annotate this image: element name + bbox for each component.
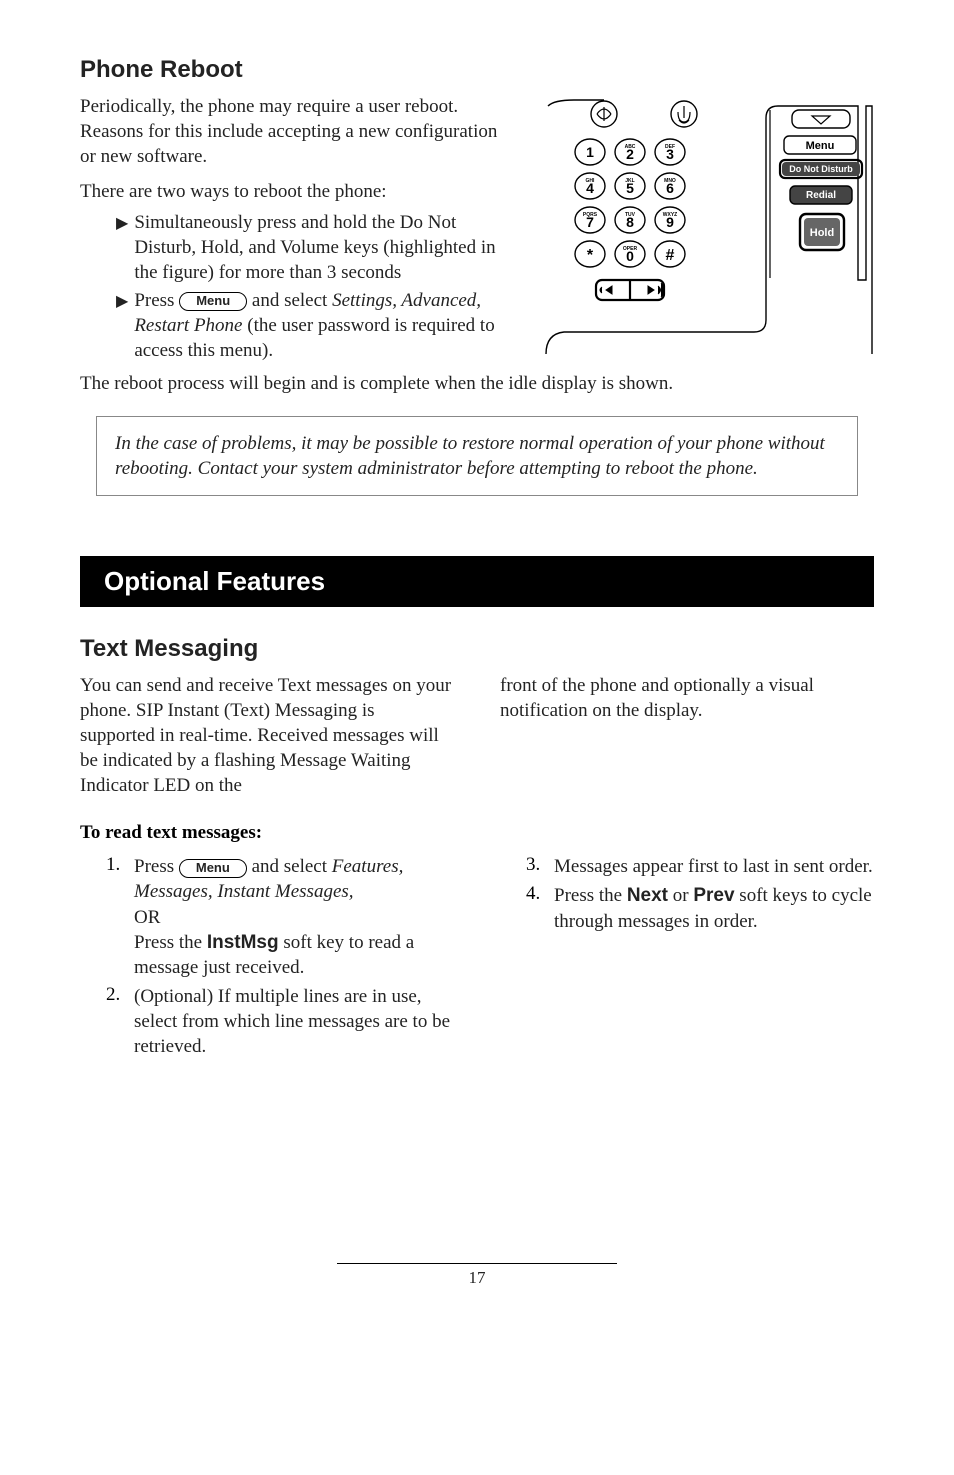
footer-rule: [337, 1263, 617, 1264]
optional-features-banner: Optional Features: [80, 556, 874, 607]
triangle-icon: ▶: [116, 290, 128, 314]
key-2[interactable]: 2: [626, 146, 634, 162]
key-4[interactable]: 4: [586, 180, 594, 196]
menu-button-inline-2[interactable]: Menu: [179, 859, 247, 878]
top-left-column: Periodically, the phone may require a us…: [80, 94, 516, 365]
b2-a: Press: [134, 290, 179, 311]
phone-dnd-button-label: Do Not Disturb: [789, 164, 853, 174]
reboot-p3: The reboot process will begin and is com…: [80, 371, 874, 396]
to-read-heading: To read text messages:: [80, 822, 874, 844]
page-footer: 17: [80, 1263, 874, 1288]
key-9[interactable]: 9: [666, 214, 674, 230]
key-7[interactable]: 7: [586, 214, 594, 230]
reboot-bullet-2-text: Press Menu and select Settings, Advanced…: [134, 288, 516, 363]
step-2: 2. (Optional) If multiple lines are in u…: [106, 984, 454, 1059]
read-steps-list-left: 1. Press Menu and select Features, Messa…: [106, 854, 454, 1059]
phone-reboot-heading: Phone Reboot: [80, 56, 874, 84]
prev-softkey[interactable]: Prev: [693, 885, 734, 906]
page: Phone Reboot Periodically, the phone may…: [0, 0, 954, 1328]
key-hash[interactable]: #: [666, 247, 675, 264]
step-4: 4. Press the Next or Prev soft keys to c…: [526, 883, 874, 933]
reboot-note-box: In the case of problems, it may be possi…: [96, 416, 858, 496]
phone-diagram: 1 ABC 2 DEF 3 GHI 4 JKL 5 MNO 6: [544, 94, 874, 364]
reboot-bullet-1-text: Simultaneously press and hold the Do Not…: [134, 210, 516, 285]
s1-or: OR: [134, 907, 160, 928]
reboot-bullet-2: ▶ Press Menu and select Settings, Advanc…: [116, 288, 516, 363]
reboot-bullet-list: ▶ Simultaneously press and hold the Do N…: [116, 210, 516, 362]
step-3-text: Messages appear first to last in sent or…: [554, 854, 873, 879]
key-5[interactable]: 5: [626, 180, 634, 196]
step-2-num: 2.: [106, 984, 124, 1006]
phone-redial-button[interactable]: Redial: [806, 190, 836, 201]
reboot-intro-p1: Periodically, the phone may require a us…: [80, 94, 516, 169]
step-1-num: 1.: [106, 854, 124, 876]
messaging-right-p: front of the phone and optionally a visu…: [500, 673, 874, 723]
step-3-num: 3.: [526, 854, 544, 876]
messaging-right-col: front of the phone and optionally a visu…: [500, 673, 874, 723]
b2-b: and select: [252, 290, 332, 311]
s1-b: and select: [252, 856, 332, 877]
messaging-left-col: You can send and receive Text messages o…: [80, 673, 454, 798]
read-steps-left: 1. Press Menu and select Features, Messa…: [80, 854, 454, 1063]
key-1[interactable]: 1: [586, 144, 594, 160]
key-6[interactable]: 6: [666, 180, 674, 196]
key-0[interactable]: 0: [626, 248, 634, 264]
s1-a: Press: [134, 856, 179, 877]
text-messaging-heading: Text Messaging: [80, 635, 874, 663]
menu-button-inline[interactable]: Menu: [179, 292, 247, 311]
phone-svg-icon: 1 ABC 2 DEF 3 GHI 4 JKL 5 MNO 6: [544, 94, 874, 364]
step-1: 1. Press Menu and select Features, Messa…: [106, 854, 454, 979]
read-steps-list-right: 3. Messages appear first to last in sent…: [526, 854, 874, 933]
step-2-text: (Optional) If multiple lines are in use,…: [134, 984, 454, 1059]
step-4-text: Press the Next or Prev soft keys to cycl…: [554, 883, 874, 933]
key-8[interactable]: 8: [626, 214, 634, 230]
messaging-two-column: You can send and receive Text messages o…: [80, 673, 874, 798]
read-steps-right: 3. Messages appear first to last in sent…: [500, 854, 874, 937]
instmsg-softkey[interactable]: InstMsg: [207, 932, 279, 953]
s4-a: Press the: [554, 885, 627, 906]
key-3[interactable]: 3: [666, 146, 674, 162]
phone-hold-button[interactable]: Hold: [810, 227, 834, 239]
step-3: 3. Messages appear first to last in sent…: [526, 854, 874, 879]
reboot-intro-p2: There are two ways to reboot the phone:: [80, 179, 516, 204]
read-steps-two-column: 1. Press Menu and select Features, Messa…: [80, 854, 874, 1063]
top-two-column: Periodically, the phone may require a us…: [80, 94, 874, 365]
key-star[interactable]: *: [587, 247, 594, 264]
s1-c-a: Press the: [134, 932, 207, 953]
step-4-num: 4.: [526, 883, 544, 905]
step-1-text: Press Menu and select Features, Messages…: [134, 854, 454, 979]
reboot-bullet-1: ▶ Simultaneously press and hold the Do N…: [116, 210, 516, 285]
triangle-icon: ▶: [116, 212, 128, 236]
phone-menu-button[interactable]: Menu: [806, 140, 835, 152]
page-number: 17: [469, 1268, 486, 1287]
messaging-left-p: You can send and receive Text messages o…: [80, 673, 454, 798]
next-softkey[interactable]: Next: [627, 885, 668, 906]
s4-or: or: [668, 885, 693, 906]
